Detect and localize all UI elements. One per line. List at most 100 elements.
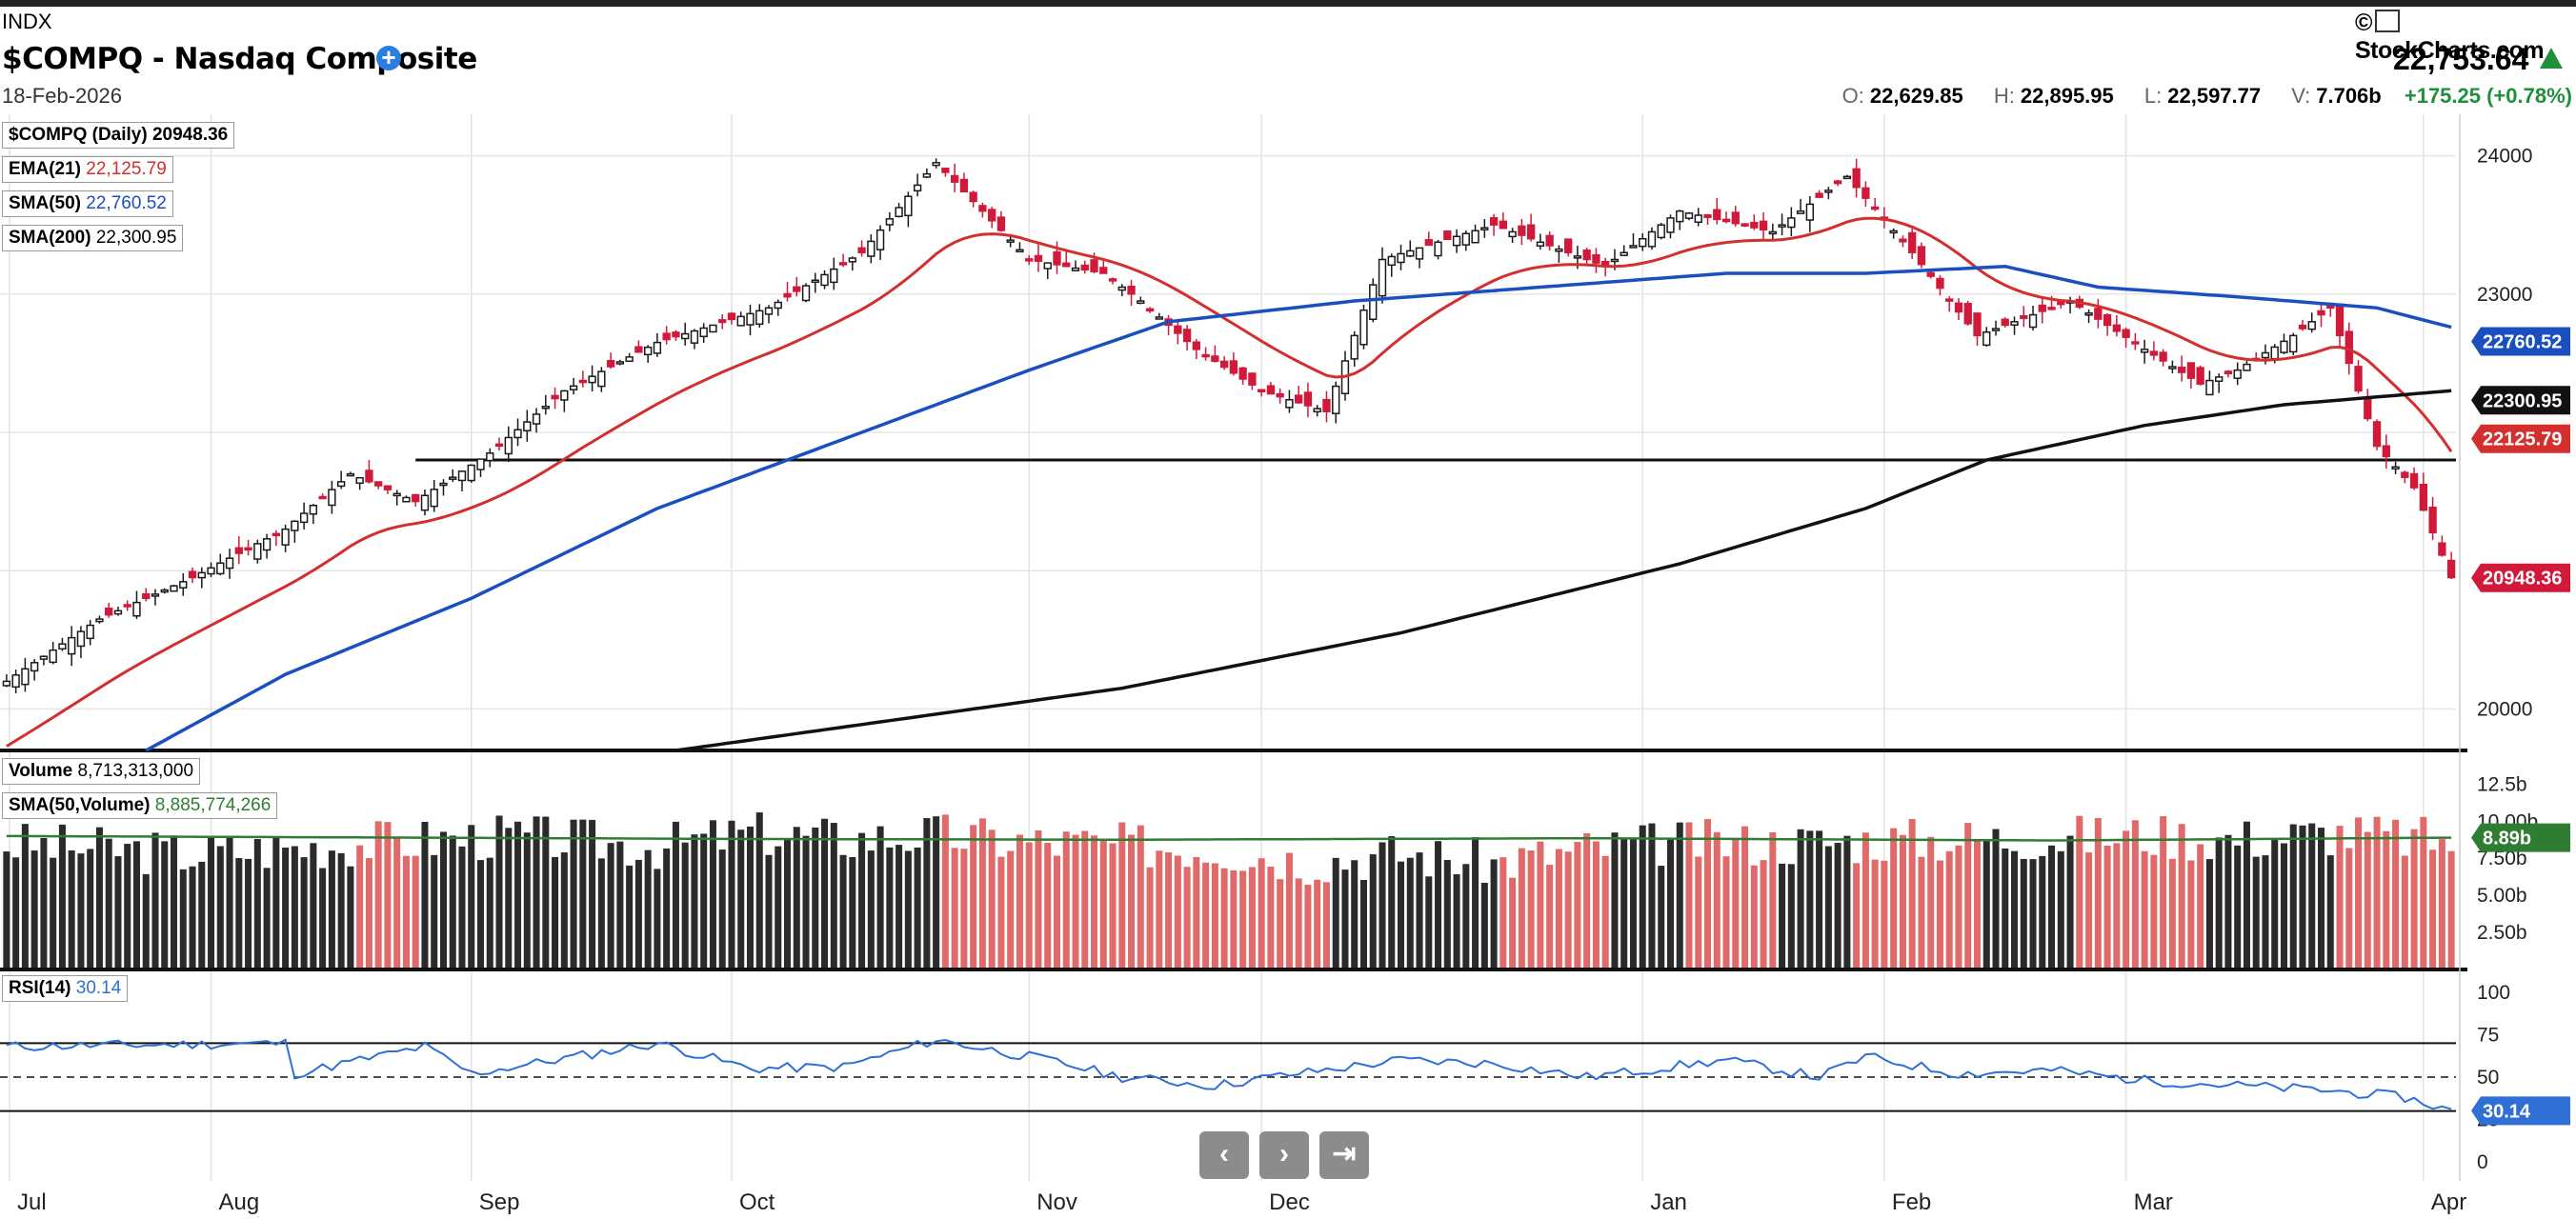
- volume-bar: [839, 854, 847, 968]
- candle-body: [1963, 303, 1972, 325]
- scroll-back-button[interactable]: ‹: [1199, 1131, 1249, 1179]
- x-tick-label: Oct: [739, 1189, 775, 1215]
- candle-body: [430, 489, 438, 508]
- candle: [2372, 419, 2382, 450]
- candle-body: [913, 184, 922, 192]
- candle: [95, 615, 104, 624]
- candle: [1982, 327, 1991, 347]
- price-change: +175.25 (+0.78%): [2404, 84, 2572, 108]
- candle-body: [179, 581, 188, 589]
- candle: [253, 539, 262, 564]
- candle-body: [142, 592, 151, 600]
- candle-body: [207, 567, 215, 575]
- candle: [272, 530, 281, 547]
- page-title: $COMPQ - Nasdaq Composite: [2, 42, 477, 76]
- volume-bar: [12, 857, 20, 968]
- volume-bar: [1555, 849, 1562, 968]
- vol-sma-tag-shape: [2471, 823, 2570, 852]
- candle-body: [1406, 250, 1415, 257]
- candle-body: [755, 310, 764, 326]
- candle-body: [2382, 445, 2390, 458]
- candle-body: [904, 195, 913, 217]
- rsi-line: [6, 1038, 2452, 1110]
- candle: [2159, 349, 2167, 367]
- candle: [160, 588, 169, 594]
- candle-body: [2224, 370, 2233, 375]
- volume-bar: [2215, 837, 2223, 968]
- candle: [2122, 327, 2130, 349]
- rsi-panel: [0, 1038, 2456, 1112]
- candle: [2, 674, 11, 688]
- candle-body: [1174, 325, 1182, 334]
- candle-body: [1526, 224, 1536, 240]
- volume-bar: [505, 828, 513, 968]
- volume-bar: [30, 850, 38, 968]
- candle-body: [1917, 246, 1926, 266]
- candle: [1731, 206, 1740, 227]
- volume-bar: [458, 846, 466, 968]
- candle: [718, 313, 727, 330]
- volume-bar: [2141, 850, 2148, 968]
- candle-body: [2243, 363, 2251, 371]
- candle-body: [1703, 214, 1712, 218]
- candle-body: [718, 319, 727, 324]
- candle: [1276, 388, 1284, 404]
- chart-canvas[interactable]: Jul Aug Sep Oct Nov Dec Jan Feb Mar Apr 24000 23000…: [0, 114, 2576, 1219]
- volume-bar: [1945, 850, 1953, 968]
- rsi-tag: 30.14: [2471, 1096, 2570, 1126]
- candle-body: [1833, 180, 1842, 185]
- candle-body: [2084, 312, 2093, 316]
- candle: [746, 304, 755, 336]
- candle: [1174, 319, 1182, 345]
- volume-bar: [1564, 851, 1572, 968]
- candle-body: [1434, 241, 1442, 257]
- scroll-forward-button[interactable]: ›: [1259, 1131, 1309, 1179]
- candle-body: [318, 495, 327, 500]
- candle-body: [1043, 262, 1052, 270]
- candle: [867, 234, 875, 264]
- candle-body: [58, 643, 67, 650]
- candle-body: [197, 571, 206, 579]
- candle-body: [2149, 350, 2159, 356]
- candle-body: [922, 172, 932, 178]
- volume-bar: [1918, 856, 1925, 968]
- volume-bar: [1128, 834, 1136, 968]
- candle: [2177, 355, 2186, 382]
- candle-body: [2168, 366, 2177, 370]
- candle: [30, 659, 39, 681]
- volume-bar: [189, 866, 196, 968]
- volume-bar: [904, 850, 912, 968]
- candle: [1954, 298, 1963, 321]
- add-indicator-button[interactable]: +: [376, 45, 401, 70]
- volume-bar: [1072, 834, 1079, 968]
- candle-body: [68, 636, 76, 655]
- candle-body: [504, 436, 513, 455]
- volume-bar: [1797, 829, 1804, 968]
- volume-bar: [634, 859, 642, 968]
- top-border: [0, 0, 2576, 7]
- candle-body: [1145, 308, 1155, 312]
- sma200-line: [675, 389, 2452, 752]
- scroll-to-end-button[interactable]: ⇥: [1319, 1131, 1369, 1179]
- candle: [2205, 370, 2214, 396]
- candle-body: [1778, 224, 1786, 228]
- candle: [1424, 231, 1433, 247]
- volume-bar: [1518, 848, 1525, 968]
- volume-bar: [208, 836, 215, 968]
- volume-bar: [1435, 841, 1442, 968]
- candle-body: [2419, 484, 2428, 511]
- candle-body: [1713, 209, 1721, 221]
- volume-bar: [663, 848, 671, 968]
- volume-bar: [2429, 849, 2437, 968]
- candle: [1192, 338, 1201, 360]
- volume-bar: [2066, 835, 2074, 968]
- candle: [105, 602, 113, 618]
- volume-tick-label: 2.50b: [2477, 922, 2527, 944]
- candle: [615, 359, 625, 366]
- volume-bar: [2123, 830, 2130, 968]
- candle: [848, 256, 856, 271]
- candle: [727, 311, 736, 325]
- volume-bar: [40, 837, 48, 968]
- candle-body: [1016, 249, 1024, 253]
- volume-bar: [978, 818, 986, 968]
